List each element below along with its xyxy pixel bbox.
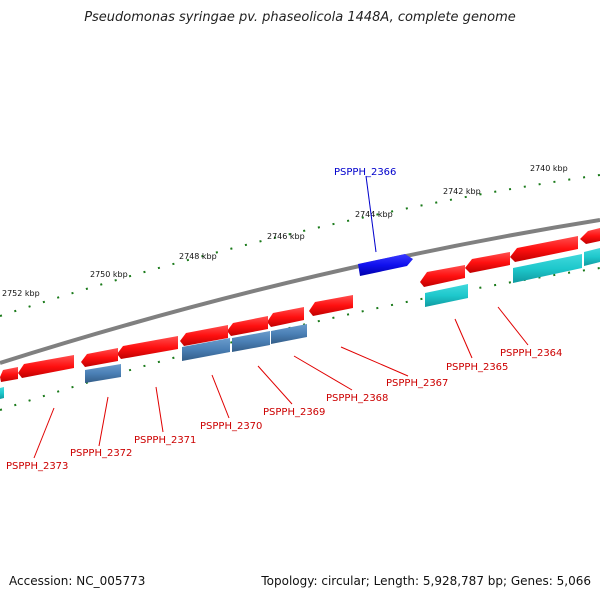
gene-cds[interactable] (180, 325, 228, 346)
gene-callout-lines (33, 306, 529, 459)
kbp-label: 2750 kbp (90, 270, 128, 279)
kbp-label: 2742 kbp (443, 187, 481, 196)
topology-text: Topology: circular; Length: 5,928,787 bp… (261, 574, 591, 588)
kbp-labels: 2740 kbp 2742 kbp 2744 kbp 2746 kbp 2748… (2, 164, 568, 298)
kbp-label: 2746 kbp (267, 232, 305, 241)
genome-backbone (0, 218, 600, 365)
gene-cds[interactable] (510, 236, 578, 262)
gene-label[interactable]: PSPPH_2371 (134, 435, 196, 446)
rna-feature[interactable] (232, 331, 270, 352)
rna-feature[interactable] (85, 364, 121, 383)
gene-cds[interactable] (0, 367, 18, 382)
gene-label[interactable]: PSPPH_2369 (263, 407, 325, 418)
gene-cds[interactable] (309, 295, 353, 316)
gene-cds-forward[interactable] (358, 254, 413, 276)
map-title: Pseudomonas syringae pv. phaseolicola 14… (84, 10, 516, 25)
gene-cds[interactable] (227, 316, 268, 336)
kbp-label: 2752 kbp (2, 289, 40, 298)
gene-callout-line (365, 175, 377, 253)
gene-label[interactable]: PSPPH_2370 (200, 421, 262, 432)
gene-label[interactable]: PSPPH_2364 (500, 348, 562, 359)
rna-feature[interactable] (513, 254, 582, 283)
gene-labels-bottom: PSPPH_2364 PSPPH_2365 PSPPH_2367 PSPPH_2… (6, 348, 562, 472)
outer-scale (0, 174, 600, 317)
gene-cds[interactable] (420, 265, 465, 287)
gene-label[interactable]: PSPPH_2365 (446, 362, 508, 373)
gene-label[interactable]: PSPPH_2372 (70, 448, 132, 459)
rna-feature[interactable] (0, 387, 4, 399)
gene-label[interactable]: PSPPH_2373 (6, 461, 68, 472)
steel-features (85, 324, 307, 383)
gene-label-top[interactable]: PSPPH_2366 (334, 167, 396, 178)
cyan-features (0, 248, 600, 399)
gene-cds[interactable] (580, 228, 600, 244)
gene-cds[interactable] (81, 348, 118, 367)
gene-label[interactable]: PSPPH_2367 (386, 378, 448, 389)
rna-feature[interactable] (182, 338, 230, 361)
rna-feature[interactable] (584, 248, 600, 266)
gene-cds[interactable] (117, 336, 178, 359)
accession-text: Accession: NC_005773 (9, 574, 146, 588)
rna-feature[interactable] (271, 324, 307, 344)
gene-label[interactable]: PSPPH_2368 (326, 393, 388, 404)
kbp-label: 2740 kbp (530, 164, 568, 173)
kbp-label: 2748 kbp (179, 252, 217, 261)
gene-cds[interactable] (267, 307, 304, 327)
reverse-genes (0, 228, 600, 382)
kbp-label: 2744 kbp (355, 210, 393, 219)
gene-cds[interactable] (465, 252, 510, 273)
rna-feature[interactable] (425, 284, 468, 307)
inner-scale (0, 267, 600, 411)
gene-cds[interactable] (18, 355, 74, 378)
